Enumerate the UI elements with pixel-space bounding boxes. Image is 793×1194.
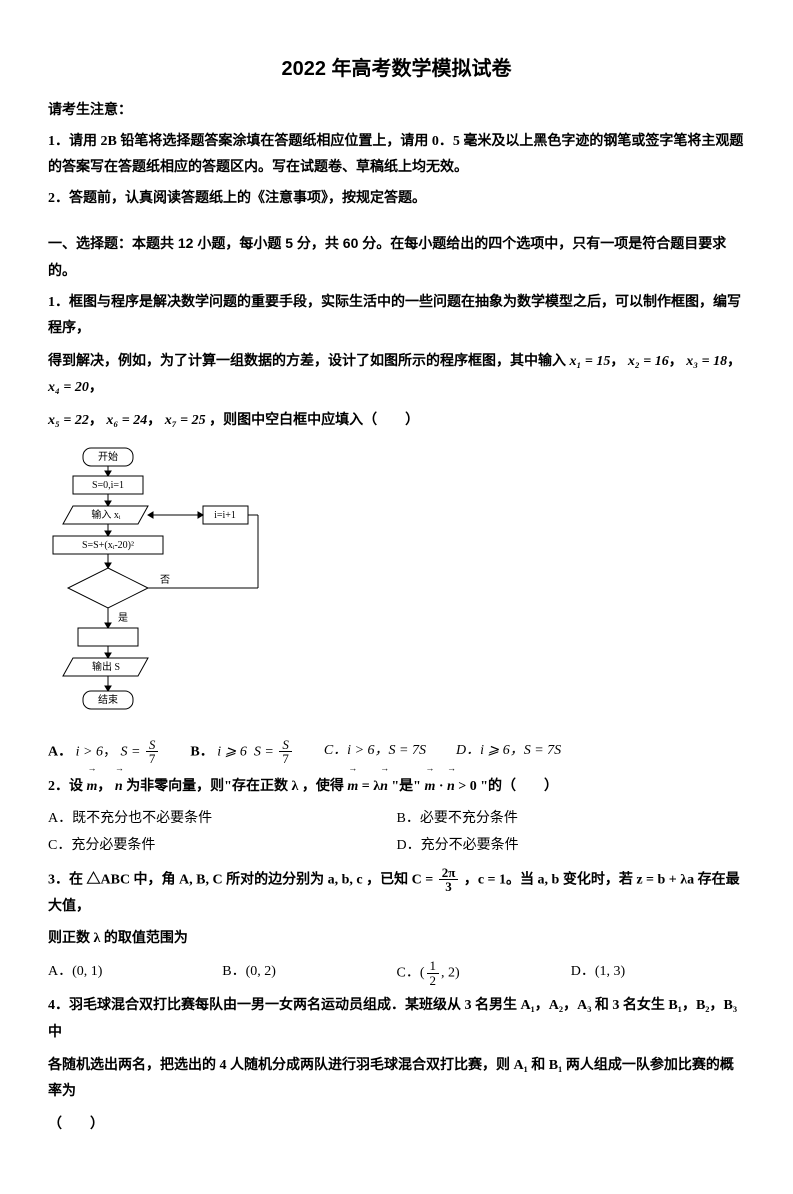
q3-c-den: 2 xyxy=(427,974,440,988)
fc-inc: i=i+1 xyxy=(214,510,236,521)
q1-x3: x₃ = 18 xyxy=(686,354,727,369)
q3-c-num: 1 xyxy=(427,959,440,974)
q2-options: A．既不充分也不必要条件 B．必要不充分条件 C．充分必要条件 D．充分不必要条… xyxy=(48,806,745,859)
q3-c-pre: C．( xyxy=(397,965,425,980)
q2-sb: 为非零向量，则"存在正数 λ ，使得 xyxy=(126,779,347,794)
q1-x7: x₇ = 25 xyxy=(165,413,206,428)
q1-x6: x₆ = 24 xyxy=(106,413,147,428)
q2-opt-c[interactable]: C．充分必要条件 xyxy=(48,833,397,860)
fc-yes: 是 xyxy=(118,612,128,624)
q1-a-label: A． xyxy=(48,744,72,759)
q3-frac-den: 3 xyxy=(439,880,459,894)
q2-opt-a[interactable]: A．既不充分也不必要条件 xyxy=(48,806,397,833)
q2-opt-b[interactable]: B．必要不充分条件 xyxy=(397,806,746,833)
q4-stem-line3: （ ） xyxy=(48,1112,745,1139)
q2-stem: 2．设 m， n 为非零向量，则"存在正数 λ ，使得 m = λn "是" m… xyxy=(48,772,745,801)
q1-stem-line1: 1．框图与程序是解决数学问题的重要手段，实际生活中的一些问题在抽象为数学模型之后… xyxy=(48,290,745,343)
q3-opt-b[interactable]: B．(0, 2) xyxy=(222,959,396,987)
fc-assign: S=S+(xᵢ-20)² xyxy=(82,540,134,551)
q3-opt-d[interactable]: D．(1, 3) xyxy=(571,959,745,987)
fc-input: 输入 xᵢ xyxy=(91,508,120,521)
q1-options: A． i > 6， S = S7 B． i ⩾ 6 S = S7 C．i > 6… xyxy=(48,738,745,766)
q2-vec-m2: m xyxy=(347,772,358,801)
q2-vec-m3: m xyxy=(424,772,435,801)
q3-options: A．(0, 1) B．(0, 2) C．(12, 2) D．(1, 3) xyxy=(48,959,745,987)
q1-b-den: 7 xyxy=(279,752,292,766)
q1-x2: x₂ = 16 xyxy=(628,354,669,369)
q1-opt-c[interactable]: C．i > 6，S = 7S xyxy=(324,738,426,766)
notice-head: 请考生注意： xyxy=(48,98,745,125)
q2-sc: "是" xyxy=(391,779,421,794)
q4-stem-line1: 4．羽毛球混合双打比赛每队由一男一女两名运动员组成．某班级从 3 名男生 A₁，… xyxy=(48,993,745,1046)
q1-a-num: S xyxy=(146,738,159,753)
notice-2: 2．答题前，认真阅读答题纸上的《注意事项》，按规定答题。 xyxy=(48,186,745,213)
q1-stem-tail: ，则图中空白框中应填入（ ） xyxy=(209,413,419,428)
q1-x5: x₅ = 22 xyxy=(48,413,89,428)
page-title: 2022 年高考数学模拟试卷 xyxy=(48,50,745,88)
q4-stem-line2: 各随机选出两名，把选出的 4 人随机分成两队进行羽毛球混合双打比赛，则 A₁ 和… xyxy=(48,1053,745,1106)
q1-opt-b[interactable]: B． i ⩾ 6 S = S7 xyxy=(190,738,293,766)
q3-opt-c[interactable]: C．(12, 2) xyxy=(397,959,571,987)
q1-d-text: D．i ⩾ 6，S = 7S xyxy=(456,743,561,758)
q1-x1: x₁ = 15 xyxy=(570,354,611,369)
fc-start: 开始 xyxy=(98,450,118,463)
q2-vec-n3: n xyxy=(447,772,455,801)
q2-vec-n2: n xyxy=(380,772,388,801)
q1-stem-line3: x₅ = 22， x₆ = 24， x₇ = 25 ，则图中空白框中应填入（ ） xyxy=(48,408,745,435)
q3-stem-line2: 则正数 λ 的取值范围为 xyxy=(48,926,745,953)
q2-vec-n1: n xyxy=(115,772,123,801)
q2-vec-m1: m xyxy=(87,772,98,801)
q2-opt-d[interactable]: D．充分不必要条件 xyxy=(397,833,746,860)
q3-stem-line1: 3．在 △ABC 中，角 A, B, C 所对的边分别为 a, b, c ，已知… xyxy=(48,866,745,921)
q2-sa: 2．设 xyxy=(48,779,87,794)
q1-stem-b1: 得到解决，例如，为了计算一组数据的方差，设计了如图所示的程序框图，其中输入 xyxy=(48,354,570,369)
q1-flowchart: 开始 S=0,i=1 输入 xᵢ i=i+1 S=S+(xᵢ-20)² 否 xyxy=(48,443,745,728)
q1-x4: x₄ = 20 xyxy=(48,380,89,395)
q1-opt-d[interactable]: D．i ⩾ 6，S = 7S xyxy=(456,738,561,766)
q2-sd: "的（ ） xyxy=(480,779,558,794)
q1-b-lhs: S = xyxy=(254,744,274,759)
fc-init: S=0,i=1 xyxy=(92,480,124,491)
q1-stem-line2: 得到解决，例如，为了计算一组数据的方差，设计了如图所示的程序框图，其中输入 x₁… xyxy=(48,349,745,402)
q3-c-post: , 2) xyxy=(441,965,460,980)
q1-c-text: C．i > 6，S = 7S xyxy=(324,743,426,758)
q1-a-lhs: S = xyxy=(120,744,140,759)
q3-opt-a[interactable]: A．(0, 1) xyxy=(48,959,222,987)
q1-b-label: B． xyxy=(190,744,213,759)
q1-opt-a[interactable]: A． i > 6， S = S7 xyxy=(48,738,160,766)
q3-frac-num: 2π xyxy=(439,866,459,881)
q1-b-cond: i ⩾ 6 xyxy=(217,744,247,759)
q1-a-den: 7 xyxy=(146,752,159,766)
q1-b-num: S xyxy=(279,738,292,753)
q3-sa: 3．在 △ABC 中，角 A, B, C 所对的边分别为 a, b, c ，已知… xyxy=(48,872,437,887)
section-1-head: 一、选择题：本题共 12 小题，每小题 5 分，共 60 分。在每小题给出的四个… xyxy=(48,230,745,283)
q1-a-cond: i > 6 xyxy=(76,744,103,759)
fc-end: 结束 xyxy=(98,693,118,706)
fc-output: 输出 S xyxy=(92,660,120,673)
fc-no: 否 xyxy=(160,574,170,586)
notice-1: 1．请用 2B 铅笔将选择题答案涂填在答题纸相应位置上，请用 0．5 毫米及以上… xyxy=(48,129,745,182)
